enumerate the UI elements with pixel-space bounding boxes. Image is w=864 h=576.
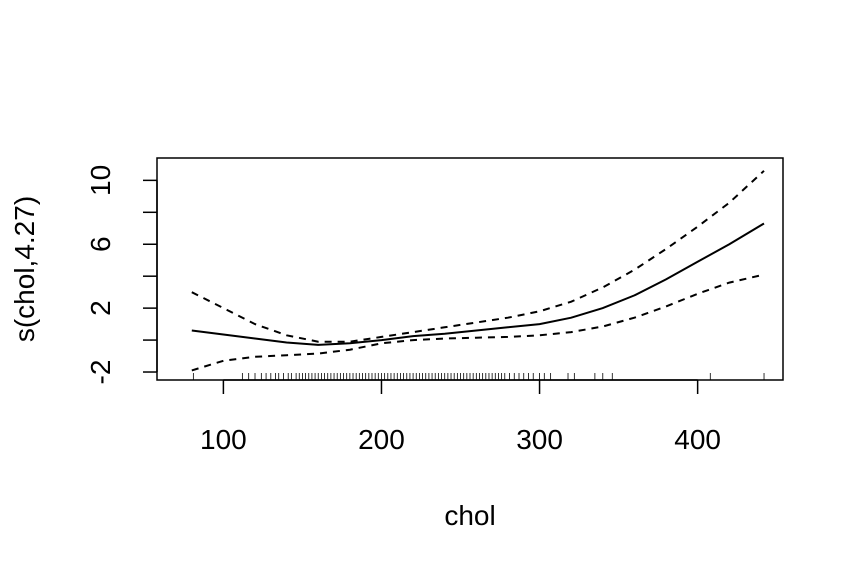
y-tick-label: 6	[85, 236, 116, 252]
x-tick-label: 200	[358, 424, 405, 455]
y-axis-label: s(chol,4.27)	[9, 196, 40, 342]
y-axis: -2 2 6 10	[85, 165, 158, 385]
plot-frame	[156, 157, 784, 381]
x-tick-label: 300	[516, 424, 563, 455]
smooth-fit-line	[191, 222, 765, 346]
x-tick-label: 400	[674, 424, 721, 455]
x-tick-label: 100	[200, 424, 247, 455]
y-tick-label: 10	[85, 165, 116, 196]
x-axis-label: chol	[444, 500, 495, 531]
confidence-band-line-1	[191, 170, 765, 343]
x-axis: 100 200 300 400	[200, 379, 721, 455]
confidence-band-line-2	[191, 273, 765, 372]
rug-layer	[192, 373, 765, 380]
curves-layer	[191, 170, 765, 372]
y-tick-label: -2	[85, 360, 116, 385]
y-tick-label: 2	[85, 300, 116, 316]
